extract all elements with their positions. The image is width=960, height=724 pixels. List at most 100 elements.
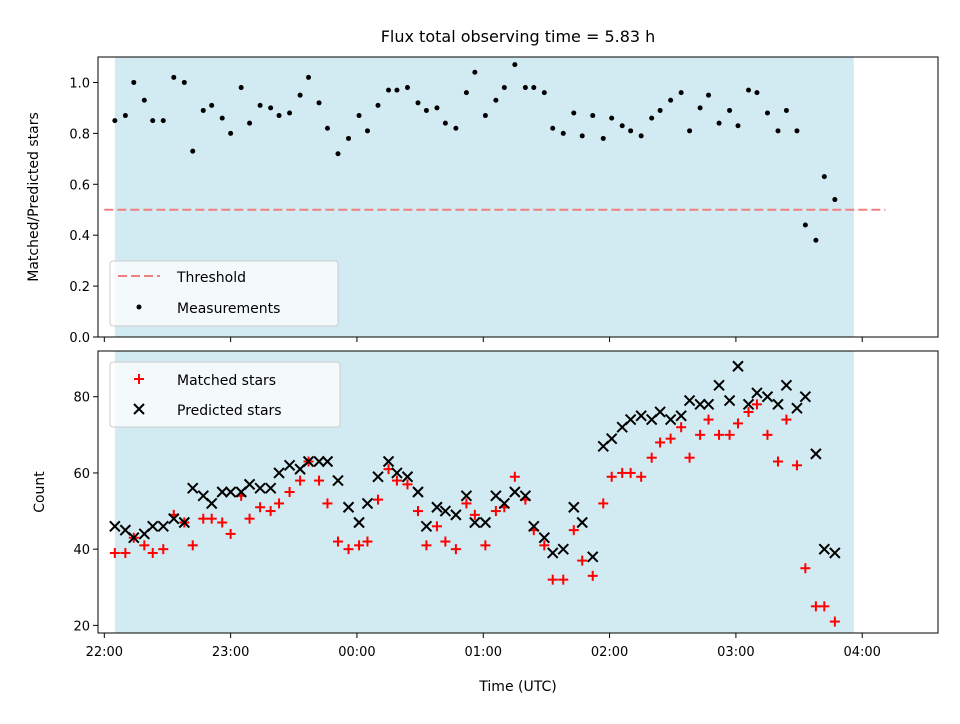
measurement-point (571, 110, 577, 116)
predicted-star-marker (624, 413, 637, 426)
measurement-point (697, 105, 703, 111)
matched-star-marker (469, 509, 480, 520)
matched-star-marker (450, 544, 461, 555)
matched-star-marker (461, 498, 472, 509)
measurement-point (687, 128, 693, 134)
matched-star-marker (391, 475, 402, 486)
predicted-star-marker (109, 520, 121, 533)
predicted-star-marker (372, 471, 384, 483)
measurement-point (268, 105, 274, 111)
x-stroke (654, 406, 666, 418)
predicted-star-marker (829, 547, 841, 559)
matched-star-marker (480, 540, 491, 551)
x-tick-label: 00:00 (338, 645, 375, 660)
measurement-point (501, 85, 507, 91)
measurement-point (141, 97, 147, 103)
predicted-star-marker (605, 432, 618, 445)
measurement-point (181, 79, 187, 85)
measurement-point (209, 102, 215, 108)
matched-star-marker (187, 540, 198, 551)
x-stroke (216, 486, 228, 498)
measurement-point (716, 120, 722, 126)
measurement-point (522, 85, 528, 91)
legend-measurements-label: Measurements (177, 301, 280, 317)
x-stroke (205, 497, 218, 510)
x-stroke (431, 501, 443, 513)
measurement-point (550, 125, 556, 131)
measurement-point (764, 110, 770, 116)
matched-star-marker (743, 406, 754, 417)
legend-matched-label: Matched stars (177, 373, 276, 389)
x-tick-label: 23:00 (212, 645, 249, 660)
x-stroke (313, 455, 325, 468)
x-stroke (243, 478, 256, 491)
x-stroke (751, 387, 763, 399)
x-stroke (702, 398, 715, 411)
matched-star-marker (665, 433, 676, 444)
measurement-point (482, 113, 488, 119)
x-stroke (799, 391, 812, 403)
matched-star-marker (625, 467, 636, 478)
measurement-point (287, 110, 293, 116)
top-y-axis-label: Matched/Predicted stars (26, 112, 42, 282)
x-stroke (401, 471, 414, 483)
predicted-star-marker (302, 455, 315, 468)
measurement-point (257, 102, 263, 108)
matched-star-marker (265, 506, 276, 517)
bottom-legend-box (109, 361, 341, 428)
x-stroke (683, 394, 696, 407)
matched-star-marker (322, 498, 333, 509)
measurement-point (404, 85, 410, 91)
measurement-point (324, 125, 330, 131)
x-stroke (254, 482, 266, 494)
predicted-star-marker (353, 516, 365, 529)
x-stroke (694, 398, 706, 411)
matched-star-marker (109, 547, 120, 558)
matched-star-marker (421, 540, 432, 551)
measurement-point (727, 107, 733, 113)
predicted-star-marker (664, 413, 677, 426)
measurement-point (415, 100, 421, 106)
measurement-point (247, 120, 253, 126)
x-stroke (479, 516, 492, 529)
predicted-star-marker (635, 410, 647, 422)
matched-star-marker (539, 540, 550, 551)
measurement-point (386, 87, 392, 93)
x-tick-label: 22:00 (86, 645, 123, 660)
measurement-point (423, 107, 429, 113)
matched-star-marker (655, 437, 666, 448)
matched-star-marker (147, 547, 158, 558)
measurement-point (228, 130, 234, 136)
x-tick-label: 01:00 (465, 645, 502, 660)
top-panel: 0.0 0.2 0.4 0.6 0.8 1.0 Matched/Predicted sta… (26, 56, 939, 346)
matched-star-marker (217, 517, 228, 528)
predicted-star-marker (391, 467, 403, 479)
x-stroke (168, 512, 180, 525)
measurement-point (171, 74, 177, 80)
measurement-point (619, 123, 625, 129)
matched-star-marker (577, 555, 588, 566)
predicted-star-marker (361, 497, 374, 510)
matched-star-marker (558, 574, 569, 585)
measurement-point (297, 92, 303, 98)
matched-star-marker (440, 536, 451, 547)
matched-star-marker (139, 540, 150, 551)
predicted-star-marker (810, 448, 822, 460)
x-stroke (224, 486, 237, 498)
measurement-point (375, 102, 381, 108)
x-stroke (490, 490, 502, 502)
predicted-star-marker (772, 398, 784, 411)
x-stroke (635, 410, 647, 422)
matched-star-marker (800, 563, 811, 574)
matched-star-marker (198, 513, 209, 524)
matched-star-marker (810, 601, 821, 612)
x-stroke (723, 394, 736, 407)
measurement-point (579, 133, 585, 139)
x-stroke (732, 360, 744, 372)
matched-star-marker (781, 414, 792, 425)
matched-star-marker (413, 506, 423, 517)
matched-star-marker (284, 487, 295, 497)
predicted-star-marker (332, 474, 344, 487)
predicted-star-marker (538, 532, 551, 544)
x-axis-label: Time (UTC) (478, 679, 556, 695)
